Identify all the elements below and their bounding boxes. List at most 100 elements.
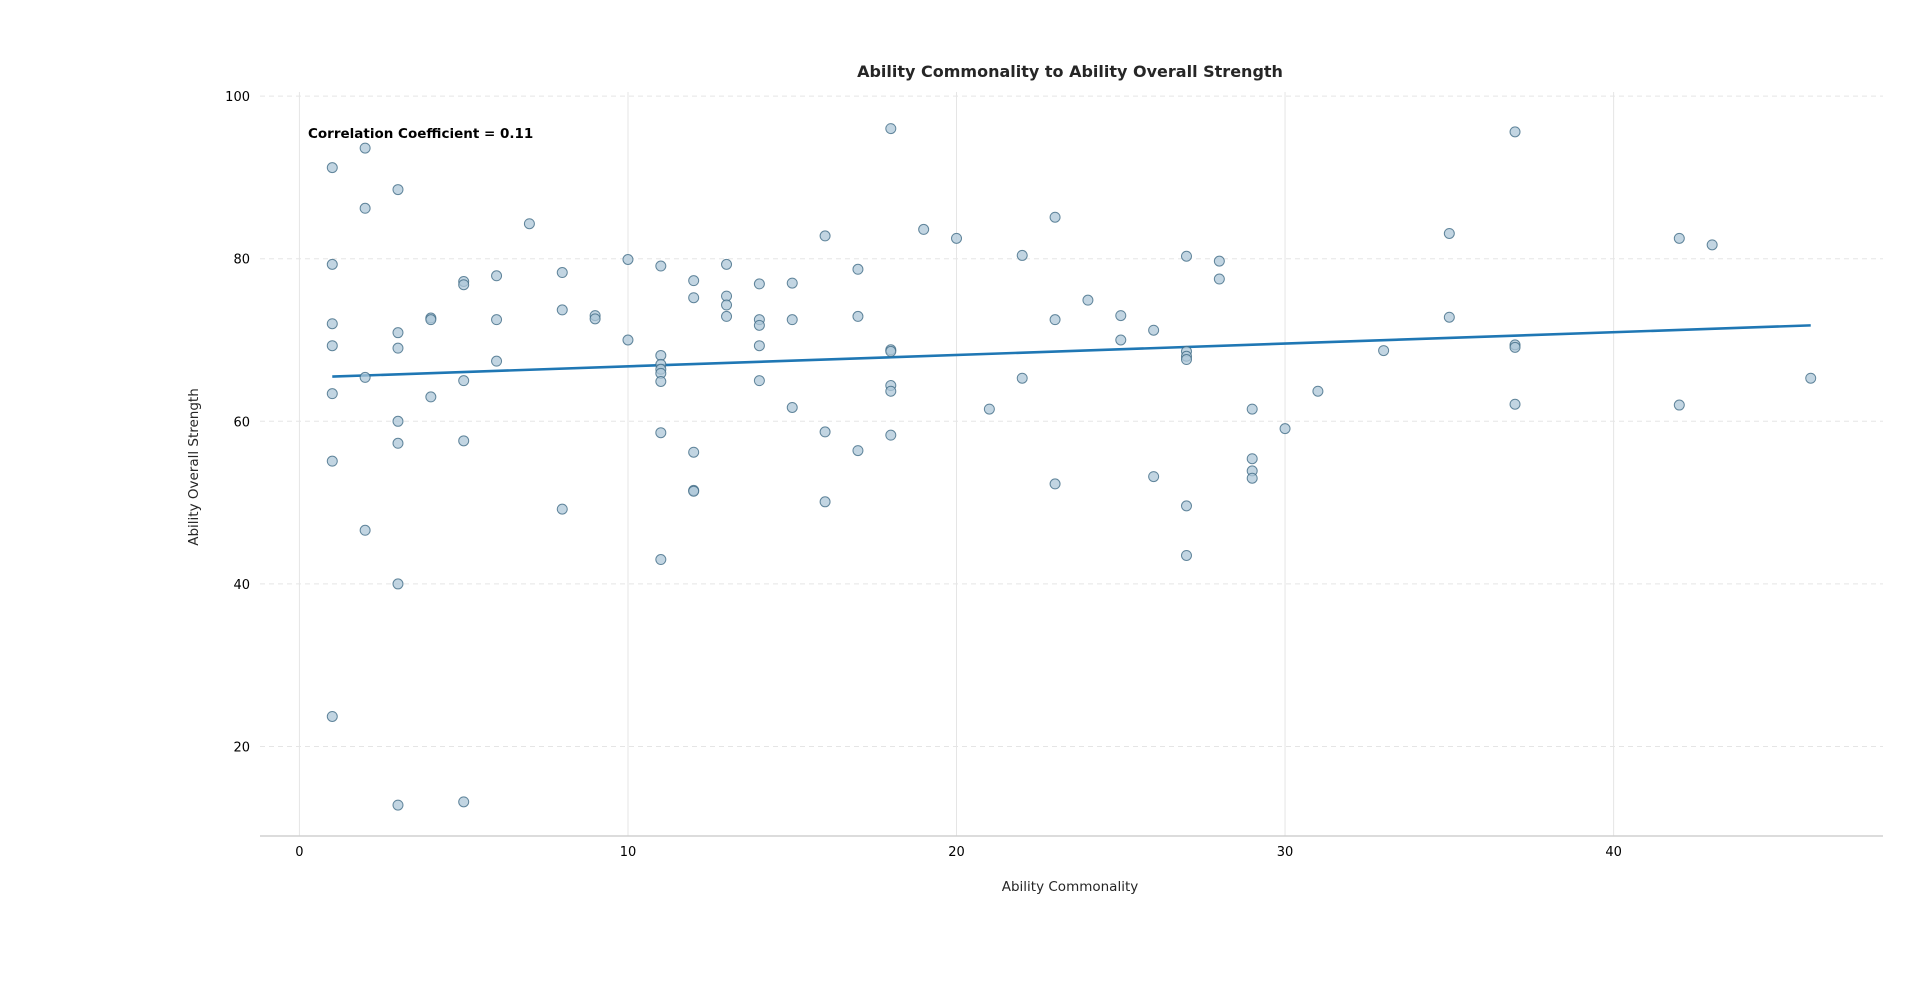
scatter-point — [852, 310, 864, 322]
scatter-point — [753, 278, 765, 290]
x-axis-label: Ability Commonality — [1002, 879, 1139, 895]
x-tick-label: 40 — [1605, 845, 1622, 860]
scatter-point — [1378, 345, 1390, 357]
x-tick-label: 0 — [295, 845, 303, 860]
scatter-point — [852, 445, 864, 457]
scatter-point — [392, 327, 404, 339]
scatter-point — [491, 270, 503, 282]
scatter-point — [1049, 478, 1061, 490]
scatter-point — [491, 314, 503, 326]
scatter-point — [1049, 314, 1061, 326]
scatter-point — [1312, 385, 1324, 397]
scatter-point — [392, 799, 404, 811]
scatter-point — [1016, 372, 1028, 384]
scatter-point — [1706, 239, 1718, 251]
scatter-point — [1016, 249, 1028, 261]
scatter-point — [326, 455, 338, 467]
scatter-point — [523, 218, 535, 230]
trend-line — [332, 324, 1811, 378]
scatter-point — [392, 578, 404, 590]
scatter-point — [1246, 453, 1258, 465]
scatter-point — [1148, 471, 1160, 483]
scatter-point — [326, 710, 338, 722]
scatter-point — [852, 263, 864, 275]
scatter-point — [885, 385, 897, 397]
y-tick-label: 60 — [233, 415, 250, 430]
scatter-point — [786, 401, 798, 413]
scatter-point — [556, 503, 568, 515]
scatter-point — [1805, 372, 1817, 384]
scatter-point — [458, 796, 470, 808]
y-tick-label: 40 — [233, 578, 250, 593]
scatter-point — [655, 554, 667, 566]
scatter-point — [786, 314, 798, 326]
scatter-point — [359, 524, 371, 536]
scatter-point — [951, 232, 963, 244]
grid-layer — [260, 92, 1883, 836]
scatter-point — [556, 304, 568, 316]
scatter-point — [1213, 255, 1225, 267]
correlation-annotation: Correlation Coefficient = 0.11 — [308, 126, 533, 142]
y-tick-label: 80 — [233, 253, 250, 268]
point-layer — [326, 123, 1817, 811]
scatter-point — [458, 375, 470, 387]
scatter-point — [1180, 500, 1192, 512]
scatter-point — [819, 426, 831, 438]
scatter-point — [1115, 310, 1127, 322]
scatter-point — [359, 202, 371, 214]
scatter-point — [1213, 273, 1225, 285]
scatter-point — [1443, 311, 1455, 323]
axis-layer: 0 10 20 30 40 20 40 60 80 100 — [225, 90, 1883, 860]
scatter-point — [885, 123, 897, 135]
scatter-point — [392, 415, 404, 427]
scatter-point — [753, 340, 765, 352]
scatter-point — [819, 496, 831, 508]
scatter-point — [655, 427, 667, 439]
scatter-point — [885, 429, 897, 441]
scatter-point — [392, 342, 404, 354]
scatter-point — [622, 254, 634, 266]
scatter-point — [786, 277, 798, 289]
scatter-point — [1443, 227, 1455, 239]
scatter-point — [1509, 126, 1521, 138]
scatter-point — [753, 375, 765, 387]
scatter-point — [491, 355, 503, 367]
trend-layer — [332, 324, 1811, 378]
scatter-point — [359, 371, 371, 383]
scatter-point — [1049, 211, 1061, 223]
scatter-point — [1279, 423, 1291, 435]
scatter-point — [918, 223, 930, 235]
scatter-point — [326, 162, 338, 174]
scatter-point — [1082, 294, 1094, 306]
scatter-point — [1115, 334, 1127, 346]
scatter-point — [622, 334, 634, 346]
scatter-point — [721, 258, 733, 270]
scatter-point — [1246, 403, 1258, 415]
y-tick-label: 100 — [225, 90, 250, 105]
scatter-point — [556, 267, 568, 279]
scatter-point — [326, 388, 338, 400]
scatter-point — [326, 340, 338, 352]
scatter-point — [1180, 549, 1192, 561]
scatter-point — [425, 314, 437, 326]
scatter-point — [721, 310, 733, 322]
scatter-point — [1180, 250, 1192, 262]
scatter-point — [458, 435, 470, 447]
x-tick-label: 20 — [948, 845, 965, 860]
scatter-point — [1148, 324, 1160, 336]
scatter-point — [688, 485, 700, 497]
scatter-point — [359, 142, 371, 154]
x-tick-label: 10 — [620, 845, 637, 860]
scatter-point — [819, 230, 831, 242]
scatter-point — [1246, 472, 1258, 484]
scatter-point — [1509, 398, 1521, 410]
y-tick-label: 20 — [233, 741, 250, 756]
scatter-point — [1673, 399, 1685, 411]
scatter-point — [326, 258, 338, 270]
scatter-point — [655, 375, 667, 387]
scatter-point — [1509, 341, 1521, 353]
scatter-point — [589, 313, 601, 325]
